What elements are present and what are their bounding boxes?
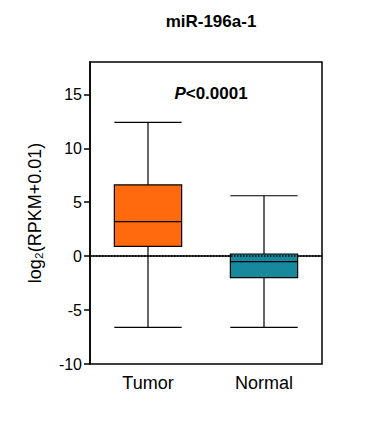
svg-text:Tumor: Tumor [122,373,173,393]
svg-text:<0.0001: <0.0001 [186,84,248,103]
svg-text:5: 5 [73,194,82,211]
svg-text:log₂(RPKM+0.01): log₂(RPKM+0.01) [25,143,45,284]
svg-text:15: 15 [64,86,82,103]
svg-text:P: P [174,84,186,103]
svg-text:-5: -5 [68,302,82,319]
svg-text:0: 0 [73,248,82,265]
svg-text:miR-196a-1: miR-196a-1 [166,12,257,31]
svg-text:Normal: Normal [235,373,293,393]
svg-text:-10: -10 [59,356,82,373]
svg-text:10: 10 [64,140,82,157]
